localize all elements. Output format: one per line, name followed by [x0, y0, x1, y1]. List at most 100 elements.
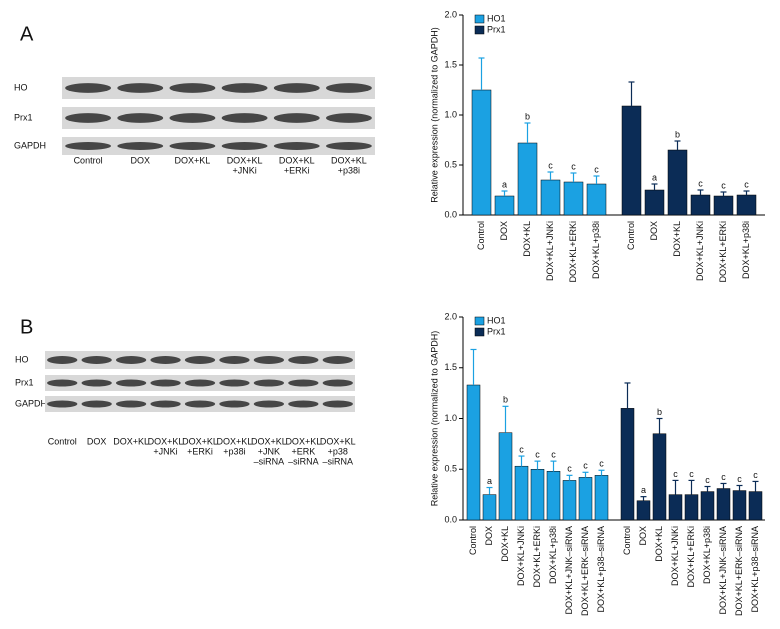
y-tick-label: 0.0 — [444, 209, 457, 219]
blot-band — [65, 83, 112, 93]
blot-band — [288, 400, 319, 408]
x-tick-label: DOX+KL+ERK–siRNA — [580, 526, 590, 616]
x-tick-label: DOX+KL+ERKi — [568, 221, 578, 283]
lane-label: DOX+KL — [251, 436, 287, 446]
y-axis-label: Relative expression (normalized to GAPDH… — [429, 27, 439, 203]
bar — [636, 500, 651, 521]
annotation: c — [721, 180, 726, 190]
x-tick-label: DOX+KL+JNK–siRNA — [718, 526, 728, 615]
bar — [514, 465, 529, 521]
x-tick-label: DOX+KL+p38–siRNA — [750, 526, 760, 613]
annotation: c — [519, 444, 524, 454]
blot-band — [81, 400, 112, 408]
blot-band — [221, 142, 268, 150]
blot-band — [322, 356, 353, 364]
bar — [562, 480, 577, 521]
legend-label: HO1 — [487, 315, 506, 325]
blot-row-label: HO — [15, 354, 29, 364]
blot-band — [253, 356, 285, 364]
y-tick-label: 1.5 — [444, 59, 457, 69]
blot-band — [47, 379, 78, 387]
lane-label: +ERKi — [284, 165, 310, 175]
blot-band — [273, 142, 320, 150]
blot-band — [273, 83, 320, 93]
lane-label: +JNKi — [232, 165, 256, 175]
x-tick-label: DOX+KL+JNKi — [516, 526, 526, 586]
annotation: c — [548, 160, 553, 170]
x-tick-label: DOX+KL+p38–siRNA — [596, 526, 606, 613]
blot-band — [288, 379, 319, 387]
x-tick-label: DOX+KL — [522, 221, 532, 257]
lane-label: DOX+KL — [175, 155, 211, 165]
annotation: a — [502, 179, 507, 189]
blot-band — [47, 356, 78, 364]
x-tick-label: DOX+KL — [672, 221, 682, 257]
annotation: c — [599, 459, 604, 469]
lane-label: +JNK — [258, 446, 280, 456]
bar — [621, 105, 642, 216]
lane-label: DOX+KL — [285, 436, 321, 446]
y-tick-label: 0.0 — [444, 514, 457, 524]
bar — [713, 195, 734, 216]
lane-label: Control — [74, 155, 103, 165]
annotation: c — [737, 474, 742, 484]
blot-band — [322, 400, 353, 408]
lane-label: DOX+KL — [331, 155, 367, 165]
x-tick-label: DOX+KL+p38i — [548, 526, 558, 584]
blot-band — [288, 356, 319, 364]
annotation: b — [675, 129, 680, 139]
legend-label: HO1 — [487, 13, 506, 23]
lane-label: DOX+KL — [320, 436, 356, 446]
bar — [667, 149, 688, 216]
bar — [668, 494, 683, 521]
legend-swatch — [474, 25, 485, 35]
blot-band — [325, 113, 372, 123]
bar — [620, 408, 635, 521]
lane-label: +ERK — [291, 446, 315, 456]
bar — [684, 494, 699, 521]
blot-band — [184, 400, 216, 408]
bar — [498, 432, 513, 521]
annotation: c — [567, 464, 572, 474]
legend-swatch — [474, 14, 485, 24]
x-tick-label: DOX+KL+ERK–siRNA — [734, 526, 744, 616]
lane-label: +p38 — [328, 446, 348, 456]
annotation: c — [698, 178, 703, 188]
x-tick-label: DOX — [638, 526, 648, 546]
x-tick-label: DOX — [649, 221, 659, 241]
annotation: a — [641, 485, 646, 495]
annotation: c — [535, 450, 540, 460]
blot-band — [219, 379, 250, 387]
y-tick-label: 1.5 — [444, 362, 457, 372]
blot-band — [169, 83, 216, 93]
blot-band — [169, 113, 216, 123]
bar — [716, 488, 731, 521]
blot-band — [117, 113, 164, 123]
y-tick-label: 2.0 — [444, 311, 457, 321]
lane-label: DOX+KL — [148, 436, 184, 446]
lane-label: DOX+KL — [227, 155, 263, 165]
legend-label: Prx1 — [487, 24, 506, 34]
y-axis-label: Relative expression (normalized to GAPDH… — [429, 331, 439, 507]
blot-band — [115, 379, 147, 387]
blot-band — [184, 379, 216, 387]
y-tick-label: 2.0 — [444, 9, 457, 19]
bar — [466, 384, 481, 521]
annotation: b — [503, 395, 508, 405]
legend-label: Prx1 — [487, 326, 506, 336]
legend-swatch — [474, 327, 485, 337]
lane-label: +p38i — [338, 165, 360, 175]
bar — [546, 471, 561, 521]
bar — [563, 181, 584, 216]
bar — [748, 491, 763, 521]
annotation: a — [652, 172, 657, 182]
blot-band — [221, 83, 268, 93]
bar — [540, 179, 561, 216]
blot-row-label: GAPDH — [14, 140, 46, 150]
x-tick-label: DOX+KL+ERKi — [532, 526, 542, 588]
blot-band — [65, 142, 112, 150]
annotation: c — [594, 164, 599, 174]
bar — [471, 89, 492, 216]
annotation: c — [753, 470, 758, 480]
